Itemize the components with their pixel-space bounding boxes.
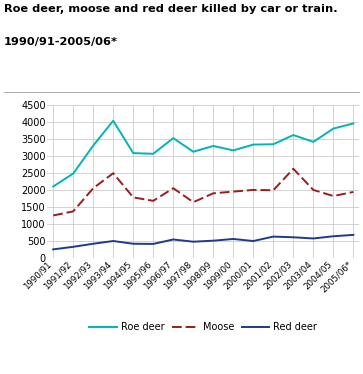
Roe deer (111, 119, 115, 123)
Moose (91, 186, 95, 190)
Red deer (331, 234, 335, 239)
Moose (71, 209, 76, 214)
Red deer (271, 234, 276, 239)
Text: 1990/91-2005/06*: 1990/91-2005/06* (4, 37, 118, 47)
Moose (211, 191, 216, 196)
Roe deer (171, 136, 175, 140)
Moose (231, 189, 236, 194)
Roe deer (151, 151, 155, 156)
Roe deer (191, 150, 195, 154)
Red deer (91, 242, 95, 246)
Moose (151, 199, 155, 203)
Roe deer (291, 133, 295, 137)
Red deer (191, 239, 195, 244)
Moose (111, 171, 115, 175)
Red deer (71, 245, 76, 249)
Line: Red deer: Red deer (53, 235, 353, 249)
Line: Roe deer: Roe deer (53, 121, 353, 187)
Moose (291, 166, 295, 171)
Red deer (351, 233, 355, 237)
Moose (271, 188, 276, 193)
Red deer (251, 239, 256, 243)
Roe deer (91, 143, 95, 148)
Moose (191, 200, 195, 205)
Roe deer (231, 148, 236, 153)
Moose (171, 186, 175, 190)
Moose (351, 190, 355, 194)
Red deer (291, 235, 295, 239)
Roe deer (71, 171, 76, 176)
Roe deer (251, 142, 256, 147)
Roe deer (351, 121, 355, 126)
Moose (51, 213, 56, 218)
Moose (251, 188, 256, 192)
Text: Roe deer, moose and red deer killed by car or train.: Roe deer, moose and red deer killed by c… (4, 4, 337, 14)
Roe deer (51, 184, 56, 189)
Legend: Roe deer, Moose, Red deer: Roe deer, Moose, Red deer (86, 318, 321, 336)
Moose (131, 195, 135, 200)
Red deer (211, 239, 216, 243)
Moose (331, 194, 335, 198)
Red deer (131, 242, 135, 246)
Red deer (111, 239, 115, 243)
Line: Moose: Moose (53, 169, 353, 215)
Red deer (151, 242, 155, 246)
Roe deer (131, 151, 135, 155)
Roe deer (211, 144, 216, 148)
Roe deer (311, 140, 315, 144)
Moose (311, 188, 315, 192)
Red deer (171, 237, 175, 242)
Roe deer (271, 142, 276, 147)
Red deer (51, 247, 56, 252)
Roe deer (331, 126, 335, 131)
Red deer (311, 236, 315, 241)
Red deer (231, 237, 236, 241)
